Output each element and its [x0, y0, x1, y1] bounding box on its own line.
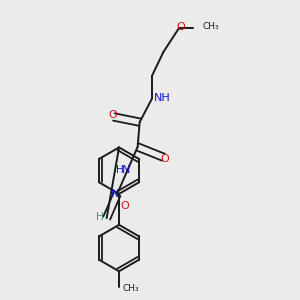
Text: H: H [116, 165, 123, 175]
Text: O: O [120, 201, 129, 211]
Text: N: N [122, 165, 130, 175]
Text: O: O [176, 22, 185, 32]
Text: O: O [108, 110, 117, 120]
Text: N: N [111, 189, 120, 199]
Text: NH: NH [154, 93, 170, 103]
Text: CH₃: CH₃ [202, 22, 219, 31]
Text: H: H [96, 212, 104, 223]
Text: CH₃: CH₃ [123, 284, 140, 293]
Text: O: O [160, 154, 169, 164]
